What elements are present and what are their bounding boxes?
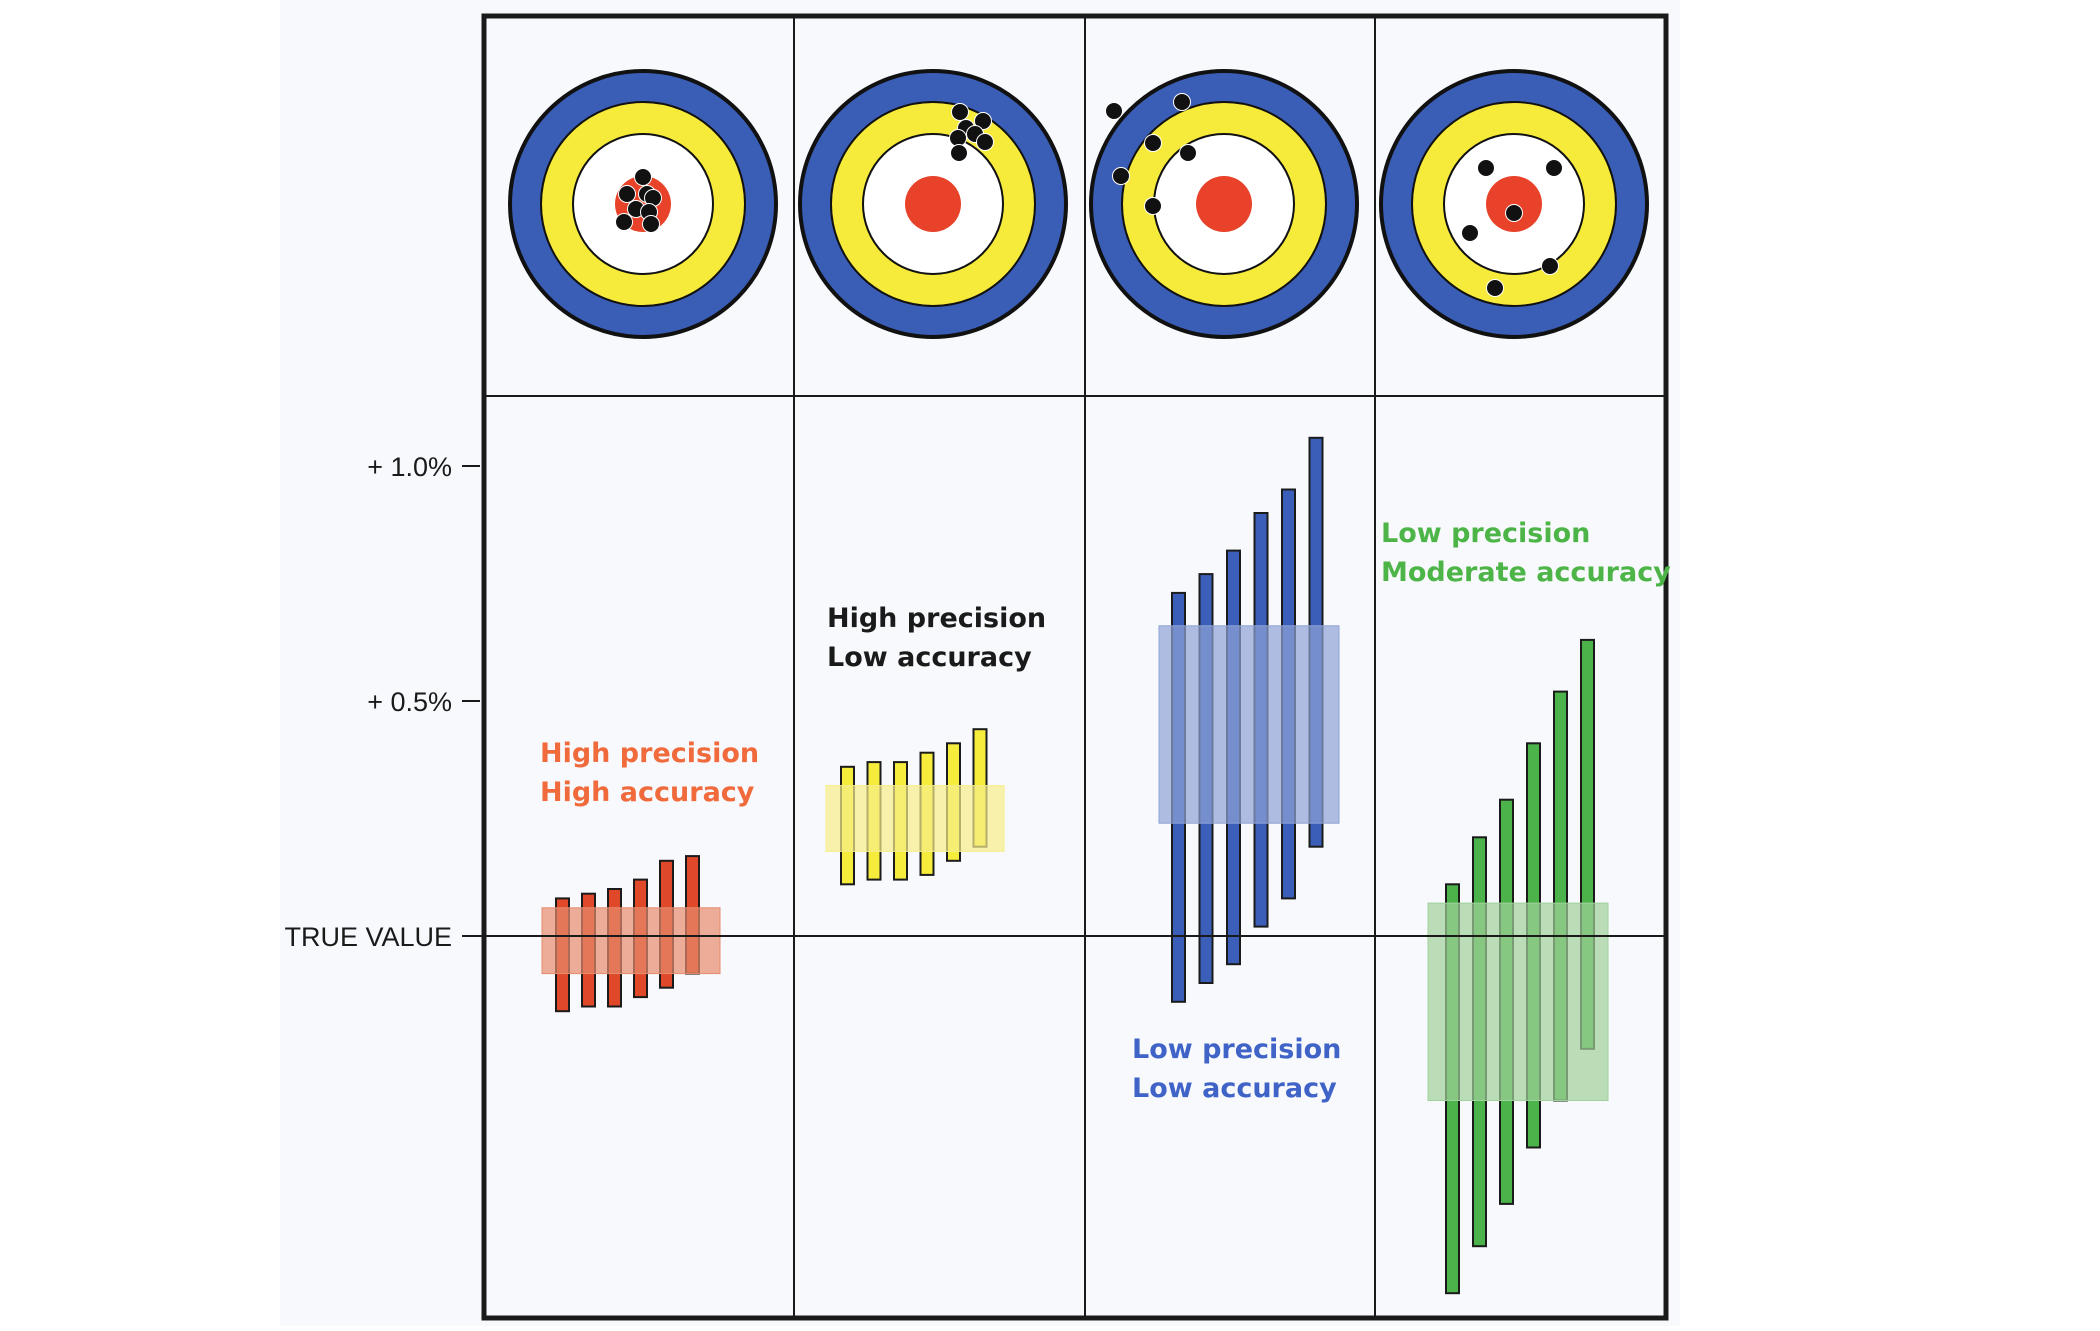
- caption-line: High precision: [540, 738, 759, 769]
- grid-lines: [462, 13, 1669, 1321]
- shot-mark: [618, 185, 636, 203]
- shot-mark: [1486, 279, 1504, 297]
- target-bullseye: [905, 176, 961, 232]
- shot-mark: [634, 168, 652, 186]
- panel-captions: High precision High accuracy High precisio…: [540, 518, 1671, 1104]
- plot-low-precision-low-accuracy: [1158, 436, 1340, 1003]
- caption-line: Low accuracy: [827, 642, 1032, 673]
- shot-mark: [615, 213, 633, 231]
- target-low-precision-low-accuracy: [1089, 69, 1359, 339]
- shot-mark: [976, 133, 994, 151]
- target-bullseye: [1196, 176, 1252, 232]
- shot-mark: [1477, 159, 1495, 177]
- targets-row: [508, 69, 1649, 339]
- plot-high-precision-high-accuracy: [541, 855, 721, 1013]
- shot-mark: [1461, 224, 1479, 242]
- shot-mark: [951, 103, 969, 121]
- shot-mark: [1105, 102, 1123, 120]
- shot-mark: [1112, 167, 1130, 185]
- range-band: [541, 907, 721, 975]
- caption-line: Moderate accuracy: [1381, 557, 1671, 588]
- shot-mark: [1541, 257, 1559, 275]
- axis-label: + 1.0%: [367, 452, 452, 482]
- shot-mark: [1173, 93, 1191, 111]
- shot-mark: [1144, 197, 1162, 215]
- shot-mark: [1545, 159, 1563, 177]
- shot-mark: [950, 144, 968, 162]
- plot-high-precision-low-accuracy: [825, 728, 1005, 886]
- range-band: [1427, 902, 1609, 1101]
- shot-mark: [949, 129, 967, 147]
- axis-label: TRUE VALUE: [284, 922, 452, 952]
- range-band: [825, 785, 1005, 852]
- figure-frame: [481, 13, 1669, 1321]
- range-band: [1158, 625, 1340, 824]
- shot-mark: [974, 112, 992, 130]
- value-axis: + 1.0% + 0.5% TRUE VALUE: [284, 452, 480, 952]
- caption-line: High accuracy: [540, 777, 755, 808]
- axis-label: + 0.5%: [367, 687, 452, 717]
- shot-mark: [1505, 204, 1523, 222]
- target-high-precision-low-accuracy: [798, 69, 1068, 339]
- caption-line: Low precision: [1381, 518, 1590, 549]
- target-high-precision-high-accuracy: [508, 69, 778, 339]
- caption-line: High precision: [827, 603, 1046, 634]
- shot-mark: [1179, 144, 1197, 162]
- caption-line: Low precision: [1132, 1034, 1341, 1065]
- shot-mark: [1144, 134, 1162, 152]
- target-low-precision-moderate-accuracy: [1379, 69, 1649, 339]
- caption-line: Low accuracy: [1132, 1073, 1337, 1104]
- shot-mark: [642, 215, 660, 233]
